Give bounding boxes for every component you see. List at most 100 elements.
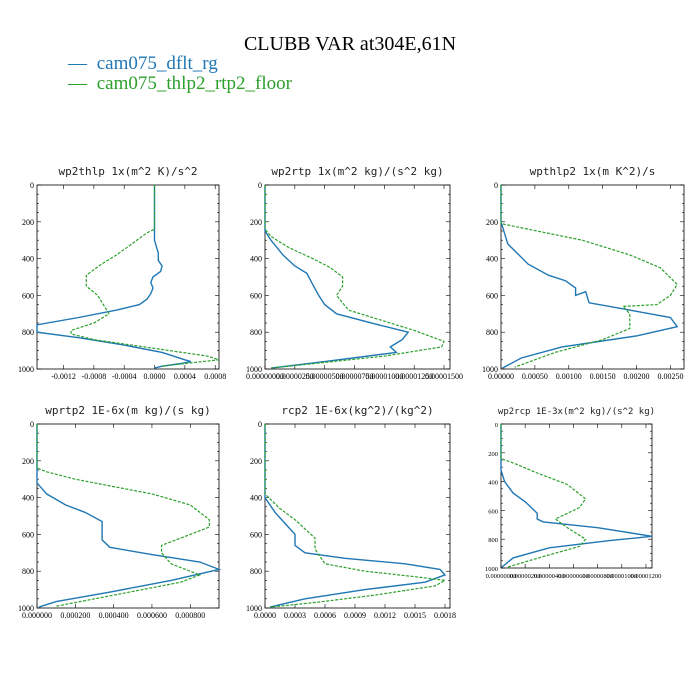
series-line-floor <box>500 424 587 568</box>
legend-marker-floor: — <box>67 73 88 94</box>
x-tick-label: 0.0000 <box>254 611 276 620</box>
series-line-dflt <box>264 185 410 369</box>
panels-group: wp2thlp 1x(m^2 K)/s^2 0 200 400 600 800 1000 -0… <box>18 165 685 620</box>
y-tick-label: 400 <box>250 494 262 503</box>
x-tick-label: 0.0000 <box>144 372 166 381</box>
x-tick-label: 0.00001250 <box>395 372 433 381</box>
legend-label-dflt: cam075_dflt_rg <box>97 53 219 74</box>
x-tick-label: -0.0004 <box>112 372 137 381</box>
y-tick-label: 0 <box>30 420 34 429</box>
y-tick-label: 200 <box>488 451 498 458</box>
panel-5: rcp2 1E-6x(kg^2)/(kg^2) 0 200 400 600 800 1000… <box>246 404 456 620</box>
y-tick-label: 600 <box>22 291 34 300</box>
y-tick-label: 600 <box>22 530 34 539</box>
y-tick-label: 200 <box>22 457 34 466</box>
y-tick-label: 400 <box>488 480 498 487</box>
panel-title: wpthlp2 1x(m K^2)/s <box>530 165 656 178</box>
panel-title: wp2rtp 1x(m^2 kg)/(s^2 kg) <box>271 165 443 178</box>
series-line-dflt <box>500 185 679 369</box>
series-line-dflt <box>36 185 192 369</box>
x-tick-label: 0.00001500 <box>425 372 463 381</box>
figure-title: CLUBB VAR at304E,61N <box>244 33 456 55</box>
x-tick-label: 0.000600 <box>137 611 167 620</box>
x-tick-label: 0.00100 <box>556 372 582 381</box>
x-tick-label: 0.0015 <box>404 611 426 620</box>
series-line-dflt <box>36 424 222 608</box>
y-tick-label: 800 <box>486 328 498 337</box>
panel-title: rcp2 1E-6x(kg^2)/(kg^2) <box>281 404 433 417</box>
y-tick-label: 600 <box>488 508 498 515</box>
y-tick-label: 400 <box>486 255 498 264</box>
y-tick-label: 1000 <box>482 365 498 374</box>
x-tick-label: 0.00200 <box>624 372 650 381</box>
series-line-floor <box>500 185 678 368</box>
series-line-floor <box>264 185 445 369</box>
y-tick-label: 400 <box>250 255 262 264</box>
x-tick-label: 0.00000800 <box>582 573 613 580</box>
y-tick-label: 800 <box>22 328 34 337</box>
x-tick-label: 0.000800 <box>175 611 205 620</box>
legend-label-floor: cam075_thlp2_rtp2_floor <box>97 73 293 94</box>
y-tick-label: 800 <box>488 537 498 544</box>
y-tick-label: 1000 <box>485 566 498 573</box>
x-tick-label: -0.0012 <box>51 372 76 381</box>
x-tick-label: 0.00000000 <box>486 573 517 580</box>
series-line-floor <box>264 424 447 608</box>
x-tick-label: 0.0018 <box>434 611 456 620</box>
x-tick-label: 0.000200 <box>60 611 90 620</box>
panel-4: wprtp2 1E-6x(m kg)/(s kg) 0 200 400 600 800 10… <box>18 404 222 620</box>
y-tick-label: 600 <box>250 530 262 539</box>
y-tick-label: 1000 <box>18 604 34 613</box>
plot-frame <box>36 184 220 370</box>
x-tick-label: 0.00001000 <box>606 573 637 580</box>
x-tick-label: 0.00001200 <box>631 573 662 580</box>
y-tick-label: 800 <box>250 328 262 337</box>
plot-frame <box>264 184 451 370</box>
y-tick-label: 1000 <box>246 604 262 613</box>
legend-entry-dflt: — cam075_dflt_rg <box>67 53 218 74</box>
y-tick-label: 0 <box>30 181 34 190</box>
series-line-floor <box>70 185 220 367</box>
y-tick-label: 600 <box>250 291 262 300</box>
x-tick-label: 0.00250 <box>657 372 683 381</box>
x-tick-label: 0.00000200 <box>510 573 541 580</box>
panel-2: wp2rtp 1x(m^2 kg)/(s^2 kg) 0 200 400 600 800 1… <box>246 165 463 381</box>
panel-title: wprtp2 1E-6x(m kg)/(s kg) <box>45 404 211 417</box>
y-tick-label: 600 <box>486 291 498 300</box>
y-tick-label: 800 <box>250 567 262 576</box>
plot-frame <box>500 184 685 370</box>
panel-title: wp2thlp 1x(m^2 K)/s^2 <box>58 165 197 178</box>
plot-frame <box>36 423 220 609</box>
y-tick-label: 200 <box>22 218 34 227</box>
x-tick-label: 0.00001000 <box>365 372 403 381</box>
x-tick-label: 0.0009 <box>344 611 366 620</box>
y-tick-label: 0 <box>258 420 262 429</box>
x-tick-label: 0.000000 <box>22 611 52 620</box>
x-tick-label: 0.0012 <box>374 611 396 620</box>
x-tick-label: 0.00000600 <box>558 573 589 580</box>
y-tick-label: 200 <box>486 218 498 227</box>
x-tick-label: 0.00050 <box>522 372 548 381</box>
y-tick-label: 800 <box>22 567 34 576</box>
y-tick-label: 200 <box>250 457 262 466</box>
y-tick-label: 0 <box>494 181 498 190</box>
panel-6: wp2rcp 1E-3x(m^2 kg)/(s^2 kg)0 200 400 600 8… <box>485 407 661 580</box>
panel-title: wp2rcp 1E-3x(m^2 kg)/(s^2 kg) <box>498 407 655 417</box>
x-tick-label: 0.0003 <box>284 611 306 620</box>
panel-3: wpthlp2 1x(m K^2)/s 0 200 400 600 800 1000 0.00… <box>482 165 685 381</box>
x-tick-label: 0.00000500 <box>306 372 344 381</box>
x-tick-label: 0.00000000 <box>246 372 284 381</box>
y-tick-label: 1000 <box>246 365 262 374</box>
x-tick-label: 0.00000250 <box>276 372 314 381</box>
y-tick-label: 200 <box>250 218 262 227</box>
x-tick-label: 0.00000400 <box>534 573 565 580</box>
x-tick-label: 0.00000750 <box>336 372 374 381</box>
y-tick-label: 400 <box>22 494 34 503</box>
x-tick-label: 0.0008 <box>204 372 226 381</box>
series-line-dflt <box>264 424 447 608</box>
x-tick-label: -0.0008 <box>82 372 107 381</box>
plot-frame <box>264 423 451 609</box>
legend-marker-dflt: — <box>67 53 88 74</box>
x-tick-label: 0.00150 <box>590 372 616 381</box>
